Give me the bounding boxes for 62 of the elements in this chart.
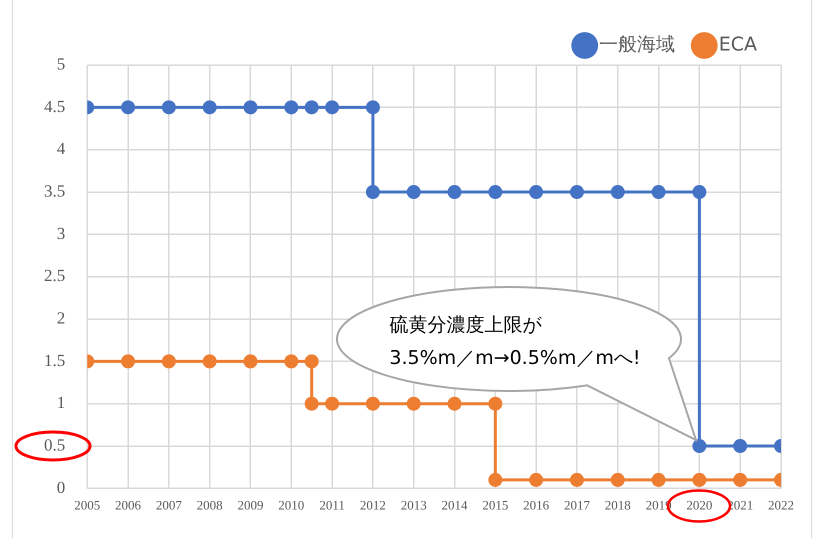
x-tick-label: 2018 <box>604 498 631 513</box>
x-tick-label: 2020 <box>686 498 712 513</box>
y-tick-label: 1.5 <box>44 350 66 370</box>
point <box>304 100 319 114</box>
point <box>733 439 748 454</box>
point <box>733 472 748 487</box>
x-tick-label: 2014 <box>442 498 468 513</box>
y-tick-label: 0 <box>56 478 66 497</box>
point <box>529 185 544 200</box>
point <box>652 185 666 200</box>
point <box>406 185 421 200</box>
y-tick-label: 3.5 <box>44 181 66 200</box>
point <box>692 439 706 454</box>
x-tick-label: 2017 <box>564 498 590 513</box>
x-tick-label: 2015 <box>482 498 508 513</box>
x-tick-label: 2013 <box>400 498 427 513</box>
point <box>610 472 625 487</box>
legend-label: ECA <box>718 33 758 56</box>
y-tick-label: 4.5 <box>44 96 66 116</box>
point <box>448 185 462 200</box>
x-tick-label: 2007 <box>156 498 182 513</box>
x-tick-label: 2010 <box>278 498 304 513</box>
x-tick-label: 2022 <box>768 498 794 513</box>
point <box>121 354 136 368</box>
x-tick-label: 2005 <box>74 498 100 513</box>
x-tick-label: 2012 <box>360 498 386 513</box>
point <box>243 354 258 368</box>
point <box>121 100 136 114</box>
point <box>162 354 176 368</box>
point <box>488 185 502 200</box>
legend-label: 一般海域 <box>599 33 676 56</box>
y-tick-label: 2 <box>56 308 66 328</box>
x-tick-label: 2011 <box>319 498 345 513</box>
point <box>366 185 380 200</box>
point <box>202 354 217 368</box>
point <box>610 185 625 200</box>
y-tick-label: 4 <box>56 139 66 158</box>
y-tick-label: 0.5 <box>44 436 66 455</box>
point <box>692 185 706 200</box>
point <box>529 472 544 487</box>
point <box>652 472 666 487</box>
point <box>284 100 298 114</box>
point <box>202 100 217 114</box>
x-tick-label: 2009 <box>237 498 264 513</box>
y-tick-label: 3 <box>56 224 66 243</box>
y-tick-label: 2.5 <box>44 266 66 286</box>
point <box>243 100 258 114</box>
point <box>304 396 319 411</box>
point <box>692 472 706 487</box>
point <box>304 354 319 368</box>
y-tick-label: 1 <box>56 393 66 412</box>
y-tick-label: 5 <box>56 54 66 74</box>
point <box>366 100 380 114</box>
point <box>570 472 584 487</box>
x-tick-label: 2006 <box>115 498 142 513</box>
point <box>325 100 340 114</box>
point <box>488 472 502 487</box>
x-tick-label: 2016 <box>523 498 550 513</box>
point <box>162 100 176 114</box>
point <box>570 185 584 200</box>
point <box>284 354 298 368</box>
x-tick-label: 2008 <box>196 498 223 513</box>
